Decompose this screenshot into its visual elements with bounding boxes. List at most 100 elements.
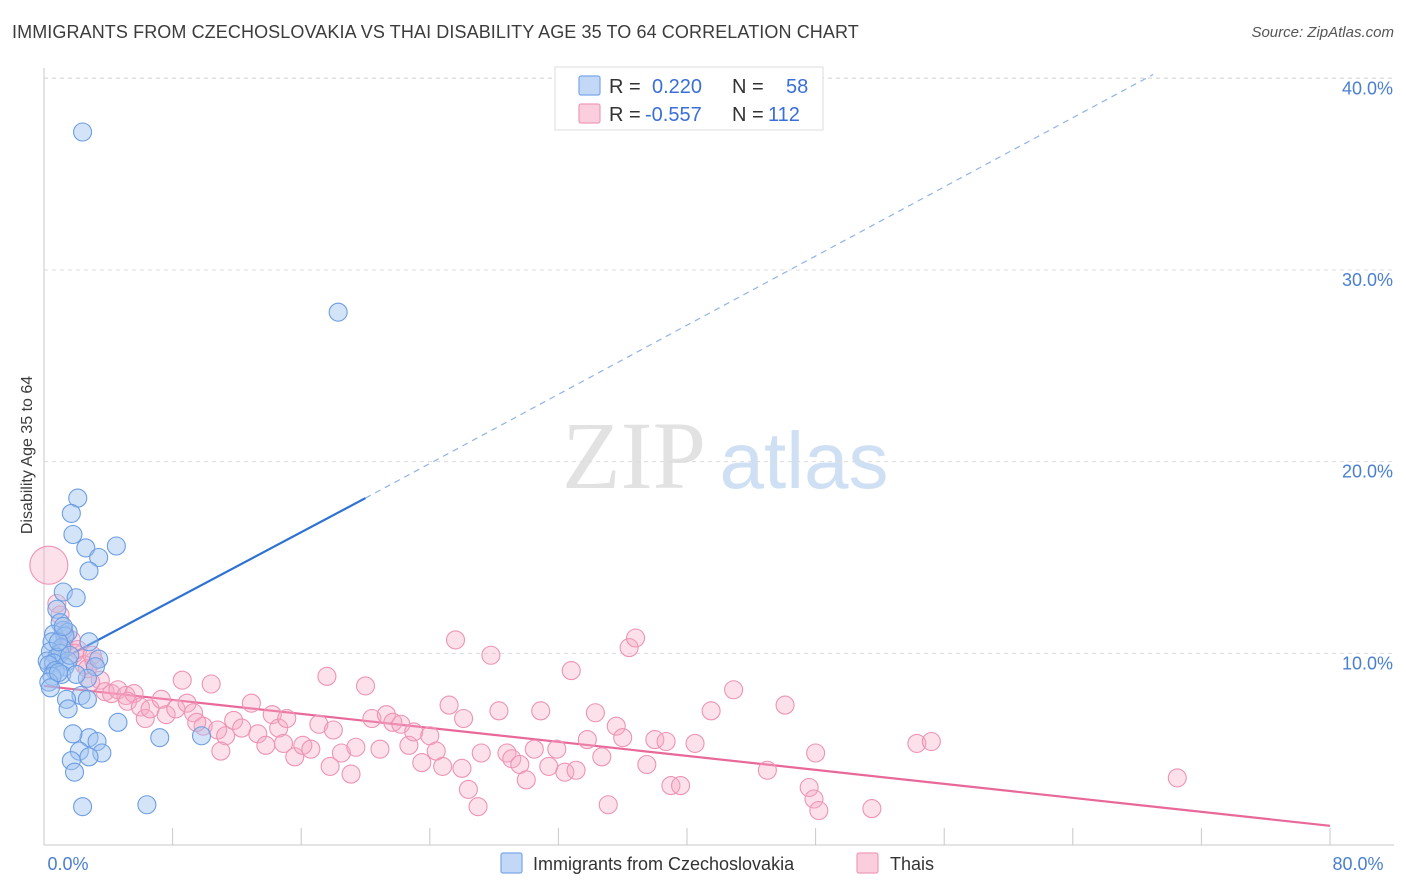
point-czechoslovakia [73,797,93,817]
stats-r-label-pink: R = [609,104,641,126]
point-thais [775,695,795,715]
point-thais [585,703,605,723]
point-thais [799,777,819,798]
point-czechoslovakia [79,632,99,652]
point-thais [412,753,432,773]
stats-r-value-blue: 0.220 [652,76,702,98]
point-czechoslovakia [58,699,78,719]
point-thais [346,737,366,757]
legend-label-czechoslovakia: Immigrants from Czechoslovakia [533,854,795,874]
trend-line-thais [43,684,1331,827]
point-thais [433,756,453,776]
point-thais [481,645,501,665]
point-thais [539,756,559,776]
point-czechoslovakia [64,762,85,782]
series-legend: Immigrants from Czechoslovakia Thais [500,852,934,874]
y-tick-label: 20.0% [1342,462,1393,482]
point-thais [458,779,478,799]
point-thais [619,638,639,658]
point-thais [211,741,231,761]
point-thais [685,733,705,753]
point-czechoslovakia [108,712,128,732]
point-thais [468,797,488,817]
grid-lines [44,77,1394,654]
point-thais [404,722,424,742]
point-thais [118,691,138,711]
point-thais [156,705,176,725]
point-czechoslovakia [63,724,83,744]
point-czechoslovakia [40,678,60,698]
point-thais [224,710,244,730]
point-thais [47,593,67,614]
stats-n-label-pink: N = [732,104,764,126]
point-thais [907,733,927,753]
point-thais [471,743,491,763]
point-czechoslovakia [89,649,109,669]
point-thais [656,731,676,752]
point-thais [216,726,236,746]
point-czechoslovakia [137,795,157,815]
point-thais [320,756,340,776]
point-thais [598,795,618,815]
legend-label-thais: Thais [890,854,934,874]
stats-legend: R = 0.220 N = 58 R = -0.557 N = 112 [554,66,824,131]
legend-swatch-thais [856,852,879,874]
point-czechoslovakia [48,662,69,683]
stats-r-label-blue: R = [609,76,641,98]
chart-title: IMMIGRANTS FROM CZECHOSLOVAKIA VS THAI D… [12,22,859,42]
point-czechoslovakia [92,743,112,763]
point-thais [301,739,321,759]
point-thais [577,730,597,750]
point-thais [613,728,633,748]
point-thais [362,708,382,729]
point-thais [452,758,472,778]
point-thais [757,760,777,780]
point-czechoslovakia [76,538,96,558]
chart-source: Source: ZipAtlas.com [1251,24,1394,41]
stats-n-label-blue: N = [732,76,764,98]
watermark-zip: ZIP [562,402,706,509]
point-thais [606,716,626,736]
point-thais [516,770,536,790]
point-thais [724,680,744,700]
tick-labels: 10.0% 20.0% 30.0% 40.0% 0.0% 80.0% [47,78,1393,874]
point-thais [626,628,646,648]
point-thais [273,733,294,753]
point-thais [309,714,329,734]
point-czechoslovakia [53,616,73,637]
point-thais [269,718,289,738]
point-thais [177,693,197,713]
point-thais [454,708,474,729]
point-czechoslovakia [150,728,170,748]
point-thais [285,747,305,767]
point-czechoslovakia [61,503,81,523]
point-thais [341,764,361,784]
point-thais [671,776,691,796]
point-thais [637,754,657,775]
point-czechoslovakia [73,122,93,142]
point-czechoslovakia [87,731,107,752]
point-thais [130,697,150,717]
y-axis-label: Disability Age 35 to 64 [19,376,36,534]
legend-swatch-czechoslovakia [500,852,523,874]
point-thais [241,693,261,713]
point-thais [383,712,403,732]
point-thais [445,630,466,650]
stats-n-value-pink: 112 [768,104,800,126]
point-thais [809,800,829,821]
y-tick-label: 10.0% [1342,653,1393,673]
point-thais [592,747,612,767]
y-tick-label: 40.0% [1342,78,1393,98]
stats-r-value-pink: -0.557 [645,104,702,126]
point-czechoslovakia [48,632,69,652]
point-czechoslovakia [89,547,109,568]
point-czechoslovakia [53,582,73,602]
point-thais [701,701,721,721]
point-czechoslovakia [85,657,105,677]
point-czechoslovakia [63,524,83,545]
point-thais [355,676,376,696]
stats-swatch-pink [578,103,601,124]
x-tick-label: 0.0% [47,854,88,874]
point-czechoslovakia [60,645,80,665]
